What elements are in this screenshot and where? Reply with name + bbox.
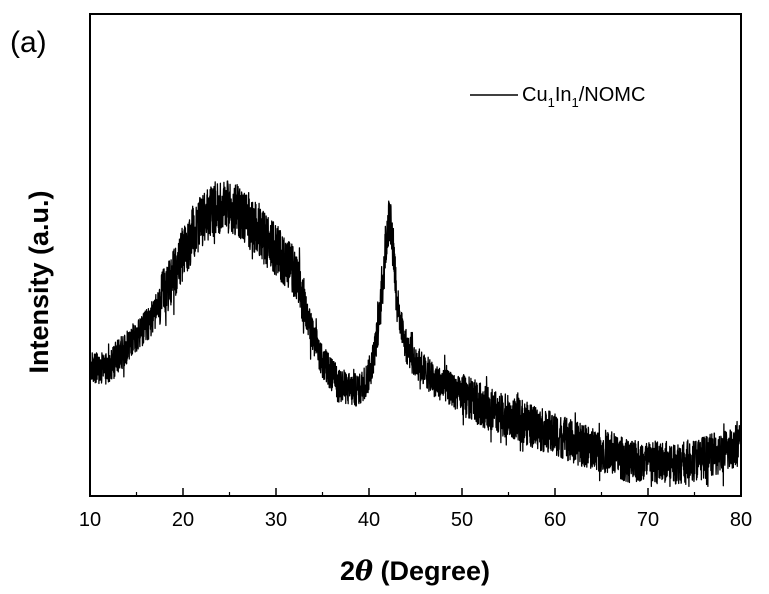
x-tick-label: 80	[730, 509, 752, 531]
x-tick-label: 50	[451, 509, 473, 531]
legend: Cu1In1/NOMC	[470, 84, 645, 110]
x-axis: 10 20 30 40 50 60 70 80	[79, 488, 752, 531]
y-axis-title: Intensity (a.u.)	[24, 190, 54, 373]
series-line-cu1in1-nomc	[90, 181, 741, 486]
x-tick-label: 30	[265, 509, 287, 531]
x-axis-title: 2θ (Degree)	[340, 556, 490, 587]
legend-label: Cu1In1/NOMC	[522, 84, 645, 110]
x-tick-label: 40	[358, 509, 380, 531]
plot-area	[90, 181, 741, 486]
panel-label: (a)	[10, 26, 47, 59]
x-tick-label: 60	[544, 509, 566, 531]
x-tick-label: 20	[172, 509, 194, 531]
x-tick-label: 70	[637, 509, 659, 531]
x-tick-label: 10	[79, 509, 101, 531]
